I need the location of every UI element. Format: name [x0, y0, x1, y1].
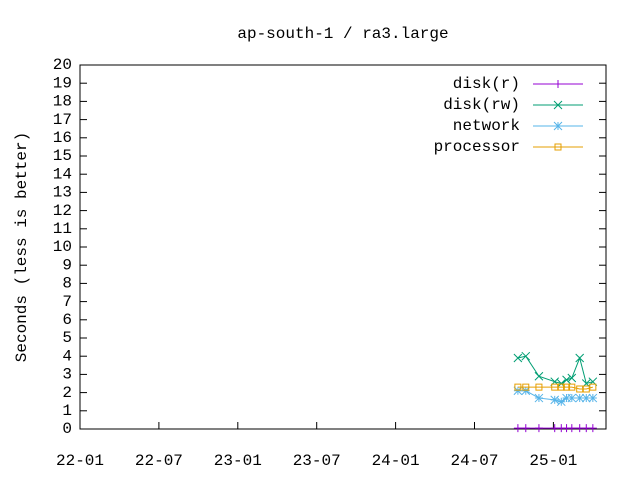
data-point	[534, 393, 544, 403]
y-tick-label: 15	[53, 147, 72, 165]
legend-label: disk(r)	[453, 75, 520, 93]
legend-label: disk(rw)	[443, 96, 520, 114]
data-point	[535, 383, 543, 391]
legend-marker	[554, 143, 562, 151]
y-tick-label: 19	[53, 74, 72, 92]
legend-marker	[553, 121, 563, 131]
data-point	[567, 373, 577, 383]
legend-marker	[553, 100, 563, 110]
data-point	[567, 393, 577, 403]
data-point	[576, 385, 584, 393]
y-tick-label: 9	[62, 256, 72, 274]
y-tick-label: 6	[62, 311, 72, 329]
y-tick-label: 16	[53, 129, 72, 147]
data-point	[588, 424, 597, 433]
y-tick-label: 7	[62, 293, 72, 311]
data-point	[589, 383, 597, 391]
legend-marker	[554, 80, 562, 88]
y-axis-label: Seconds (less is better)	[13, 132, 31, 362]
data-point	[562, 393, 571, 403]
data-point	[522, 383, 530, 391]
data-point	[513, 353, 523, 363]
y-tick-label: 5	[62, 329, 72, 347]
data-point	[513, 386, 523, 396]
y-tick-label: 8	[62, 275, 72, 293]
data-point	[568, 383, 576, 391]
y-tick-label: 17	[53, 111, 72, 129]
data-point	[581, 393, 591, 403]
y-tick-label: 12	[53, 202, 72, 220]
data-point	[582, 385, 590, 393]
data-point	[550, 395, 560, 405]
x-tick-label: 23-01	[214, 452, 262, 470]
data-point	[551, 383, 559, 391]
y-tick-label: 18	[53, 93, 72, 111]
x-tick-label: 25-01	[529, 452, 577, 470]
y-tick-label: 2	[62, 384, 72, 402]
data-point	[514, 383, 522, 391]
x-tick-label: 24-07	[450, 452, 498, 470]
data-point	[567, 424, 576, 433]
data-point	[521, 386, 531, 396]
data-point	[534, 371, 544, 381]
y-tick-label: 3	[62, 366, 72, 384]
legend-label: processor	[434, 138, 520, 156]
plot-border	[79, 64, 607, 430]
data-point	[575, 393, 585, 403]
data-point	[556, 397, 566, 407]
data-point	[534, 424, 543, 433]
y-tick-label: 10	[53, 238, 72, 256]
data-point	[521, 424, 530, 433]
y-tick-label: 4	[62, 347, 72, 365]
x-tick-label: 22-07	[135, 452, 183, 470]
y-tick-label: 20	[53, 56, 72, 74]
legend-label: network	[453, 117, 520, 135]
series-line	[517, 355, 593, 385]
x-tick-label: 22-01	[56, 452, 104, 470]
y-tick-label: 1	[62, 402, 72, 420]
data-point	[575, 353, 585, 363]
data-point	[588, 393, 598, 403]
y-tick-label: 14	[53, 165, 72, 183]
data-point	[521, 351, 531, 361]
y-tick-label: 11	[53, 220, 72, 238]
x-tick-label: 24-01	[372, 452, 420, 470]
x-tick-label: 23-07	[293, 452, 341, 470]
y-tick-label: 13	[53, 184, 72, 202]
data-point	[562, 375, 571, 385]
chart-title: ap-south-1 / ra3.large	[237, 25, 448, 43]
data-point	[513, 424, 522, 433]
y-tick-label: 0	[62, 420, 72, 438]
